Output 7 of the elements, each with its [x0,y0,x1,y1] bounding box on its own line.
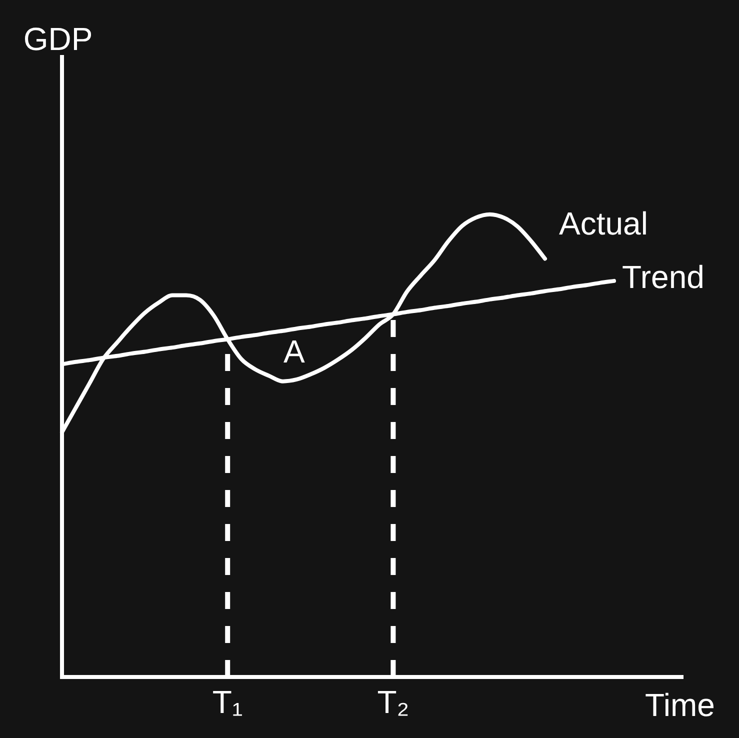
annotation: A [283,334,306,370]
series-label: Actual [559,206,648,242]
x-tick-label: T₂ [377,684,410,720]
y-axis-title: GDP [23,21,93,57]
x-axis-title: Time [645,687,715,723]
x-tick-label: T₁ [212,684,243,720]
series-label: Trend [622,258,704,295]
